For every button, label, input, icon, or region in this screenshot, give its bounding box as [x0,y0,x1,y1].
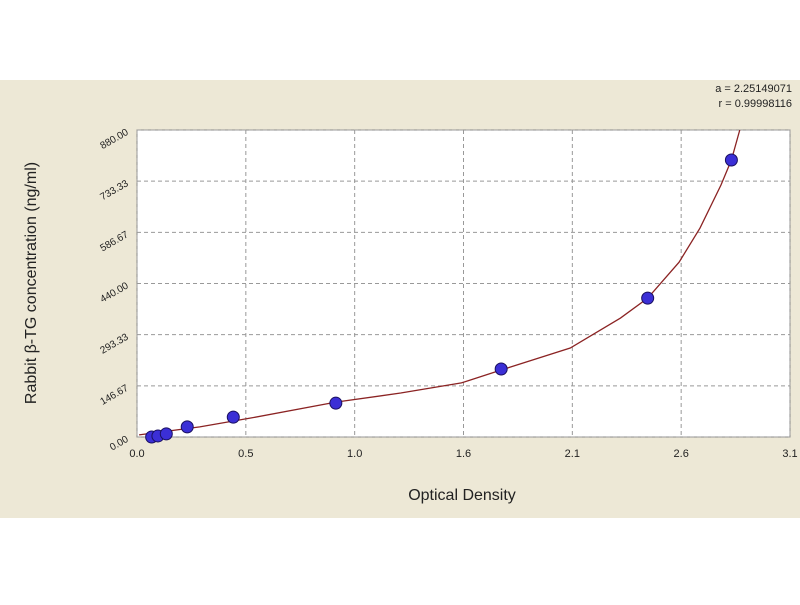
x-tick-label: 0.0 [129,448,144,460]
data-point [180,420,194,434]
data-point [494,362,508,376]
data-point [329,396,343,410]
x-tick-label: 2.6 [674,448,689,460]
x-tick-label: 3.1 [782,448,797,460]
y-axis-title: Rabbit β-TG concentration (ng/ml) [23,162,40,404]
data-point [159,427,173,441]
x-tick-label: 1.0 [347,448,362,460]
fit-curve [139,129,741,436]
x-tick-label: 2.1 [565,448,580,460]
x-tick-label: 0.5 [238,448,253,460]
data-point [641,291,655,305]
annotation: r = 0.99998116 [719,98,793,110]
data-point [226,410,240,424]
annotation: a = 2.25149071 [715,83,792,95]
x-axis-title: Optical Density [408,487,516,504]
x-tick-label: 1.6 [456,448,471,460]
data-point [724,153,738,167]
